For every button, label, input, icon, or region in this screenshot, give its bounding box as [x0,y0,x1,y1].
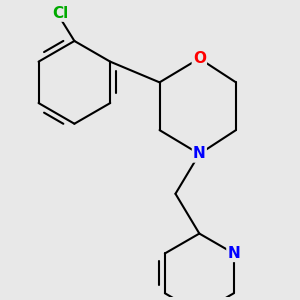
Text: N: N [193,146,206,161]
Text: Cl: Cl [52,6,68,21]
Text: N: N [227,246,240,261]
Text: O: O [193,51,206,66]
